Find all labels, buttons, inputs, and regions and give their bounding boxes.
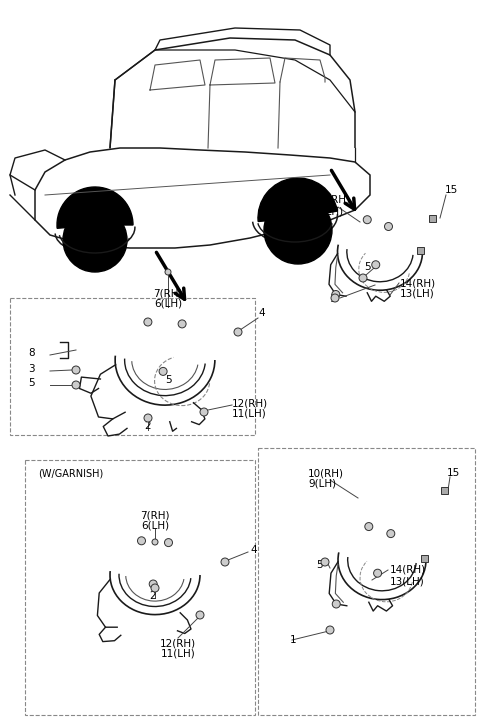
- Text: 6(LH): 6(LH): [154, 299, 182, 309]
- Text: 8: 8: [28, 348, 35, 358]
- Text: 9(LH): 9(LH): [308, 479, 336, 489]
- Circle shape: [144, 414, 152, 422]
- Wedge shape: [264, 196, 332, 264]
- Text: 15: 15: [447, 468, 460, 478]
- Text: 9(LH): 9(LH): [315, 206, 343, 216]
- Circle shape: [152, 539, 158, 545]
- Text: 14(RH): 14(RH): [400, 278, 436, 288]
- Circle shape: [234, 328, 242, 336]
- Bar: [10, 298, 255, 435]
- Bar: [421, 555, 428, 562]
- Circle shape: [373, 569, 382, 577]
- Circle shape: [372, 261, 380, 269]
- Text: 10(RH): 10(RH): [308, 468, 344, 478]
- Text: 4: 4: [258, 308, 264, 318]
- Text: 7(RH): 7(RH): [140, 510, 170, 520]
- Circle shape: [321, 558, 329, 566]
- Circle shape: [332, 290, 340, 298]
- Circle shape: [137, 537, 145, 545]
- Bar: [429, 214, 435, 221]
- Bar: [258, 448, 475, 715]
- Circle shape: [200, 408, 208, 416]
- Text: 13(LH): 13(LH): [400, 289, 435, 299]
- Circle shape: [196, 611, 204, 619]
- Text: 12(RH): 12(RH): [160, 638, 196, 648]
- Circle shape: [165, 269, 171, 275]
- Circle shape: [221, 558, 229, 566]
- Bar: [417, 247, 424, 254]
- Circle shape: [384, 222, 393, 231]
- Text: 13(LH): 13(LH): [390, 576, 425, 586]
- Text: 11(LH): 11(LH): [161, 649, 195, 659]
- Circle shape: [359, 274, 367, 282]
- Text: 2: 2: [150, 591, 156, 601]
- Circle shape: [144, 318, 152, 326]
- Circle shape: [149, 580, 157, 588]
- Circle shape: [72, 366, 80, 374]
- Text: 4: 4: [250, 545, 257, 555]
- Bar: [25, 460, 255, 715]
- Text: 2: 2: [144, 421, 151, 431]
- Text: 10(RH): 10(RH): [315, 195, 351, 205]
- Circle shape: [363, 216, 371, 224]
- Text: 12(RH): 12(RH): [232, 398, 268, 408]
- Circle shape: [178, 320, 186, 328]
- Text: 5: 5: [28, 378, 35, 388]
- Text: 1: 1: [330, 294, 336, 304]
- Text: 14(RH): 14(RH): [390, 565, 426, 575]
- Circle shape: [72, 381, 80, 389]
- Circle shape: [331, 294, 339, 302]
- Wedge shape: [258, 178, 337, 221]
- Text: 15: 15: [445, 185, 458, 195]
- Bar: [441, 487, 447, 493]
- Text: 3: 3: [28, 364, 35, 374]
- Circle shape: [387, 530, 395, 538]
- Circle shape: [332, 600, 340, 608]
- Text: 6(LH): 6(LH): [141, 521, 169, 531]
- Circle shape: [159, 367, 167, 375]
- Circle shape: [165, 539, 172, 546]
- Text: 5: 5: [165, 375, 172, 385]
- Text: 5: 5: [316, 560, 323, 570]
- Wedge shape: [57, 187, 133, 229]
- Circle shape: [365, 523, 373, 531]
- Circle shape: [151, 584, 159, 592]
- Circle shape: [326, 626, 334, 634]
- Text: 1: 1: [290, 635, 297, 645]
- Text: 5: 5: [364, 262, 371, 272]
- Text: (W/GARNISH): (W/GARNISH): [38, 468, 103, 478]
- Wedge shape: [63, 208, 127, 272]
- Text: 7(RH): 7(RH): [153, 288, 183, 298]
- Text: 11(LH): 11(LH): [232, 409, 267, 419]
